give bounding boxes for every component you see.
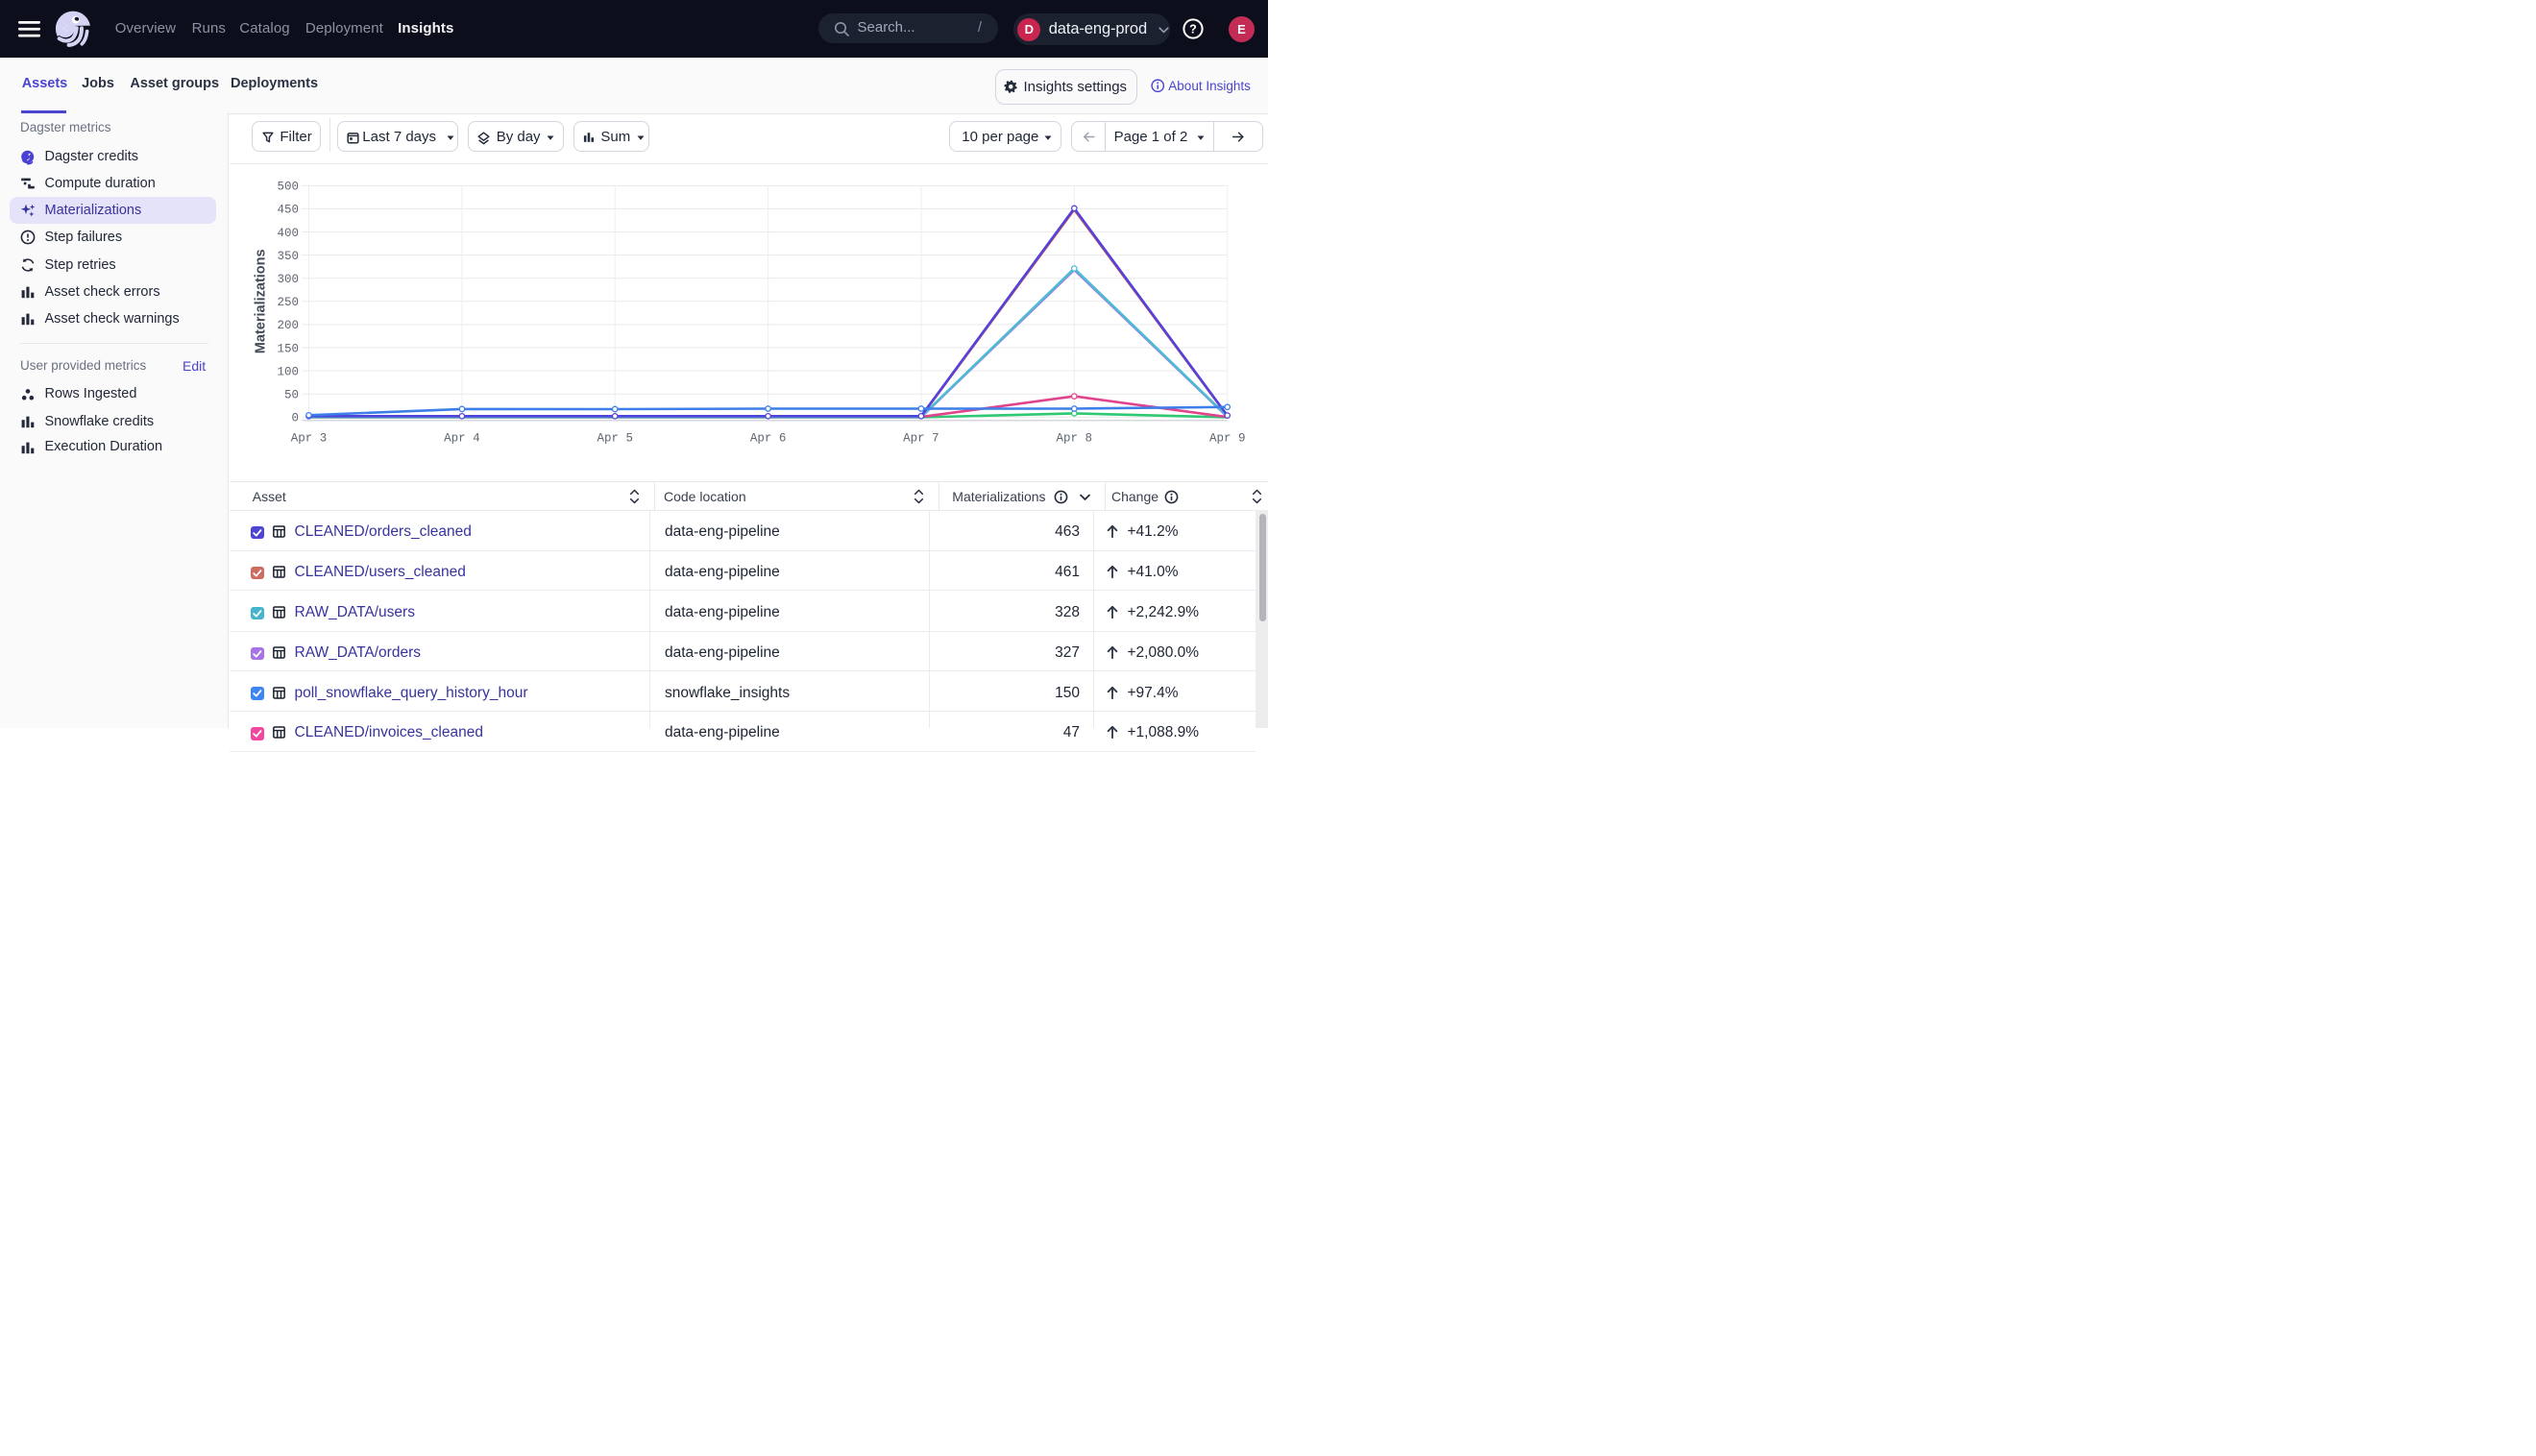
svg-text:Apr 5: Apr 5 <box>597 432 633 446</box>
svg-text:Apr 7: Apr 7 <box>903 432 939 446</box>
svg-text:450: 450 <box>277 204 299 217</box>
svg-text:200: 200 <box>277 319 299 332</box>
svg-text:Apr 4: Apr 4 <box>444 432 480 446</box>
svg-text:300: 300 <box>277 273 299 286</box>
svg-text:500: 500 <box>277 181 299 194</box>
svg-text:Apr 8: Apr 8 <box>1057 432 1093 446</box>
svg-text:150: 150 <box>277 342 299 355</box>
svg-text:100: 100 <box>277 365 299 378</box>
svg-text:400: 400 <box>277 227 299 240</box>
svg-text:350: 350 <box>277 250 299 263</box>
svg-text:Apr 3: Apr 3 <box>291 432 328 446</box>
svg-text:0: 0 <box>291 412 299 425</box>
svg-text:Materializations: Materializations <box>254 249 269 353</box>
svg-text:Apr 6: Apr 6 <box>750 432 787 446</box>
svg-text:?: ? <box>1189 22 1197 36</box>
svg-text:Apr 9: Apr 9 <box>1209 432 1246 446</box>
svg-text:250: 250 <box>277 296 299 309</box>
svg-text:50: 50 <box>284 389 299 402</box>
